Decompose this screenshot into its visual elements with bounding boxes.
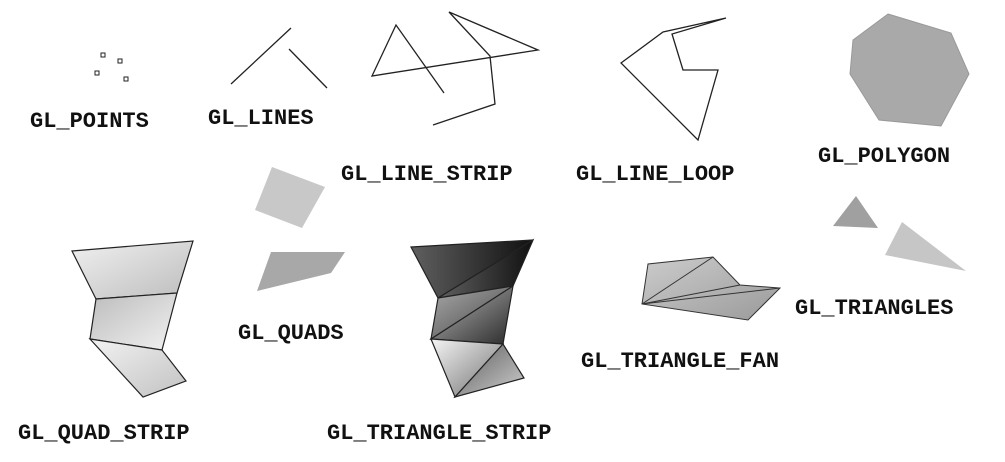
points-shape <box>94 52 129 82</box>
label-quad-strip: GL_QUAD_STRIP <box>18 421 190 446</box>
label-triangle-fan: GL_TRIANGLE_FAN <box>581 349 779 374</box>
label-polygon: GL_POLYGON <box>818 144 950 169</box>
polygon-shape <box>849 13 970 127</box>
label-lines: GL_LINES <box>208 106 314 131</box>
quads-shape <box>255 167 345 291</box>
triangle-fan-shape <box>641 256 782 321</box>
label-triangle-strip: GL_TRIANGLE_STRIP <box>327 421 551 446</box>
label-triangles: GL_TRIANGLES <box>795 296 953 321</box>
label-quads: GL_QUADS <box>238 321 344 346</box>
line-strip-shape <box>370 11 541 126</box>
label-points: GL_POINTS <box>30 109 149 134</box>
label-line-loop: GL_LINE_LOOP <box>576 162 734 187</box>
triangles-shape <box>833 196 966 271</box>
line-loop-shape <box>620 17 727 142</box>
lines-shape <box>230 27 328 89</box>
quad-strip-shape <box>71 240 194 398</box>
triangle-strip-shape <box>410 238 535 399</box>
label-line-strip: GL_LINE_STRIP <box>341 162 513 187</box>
